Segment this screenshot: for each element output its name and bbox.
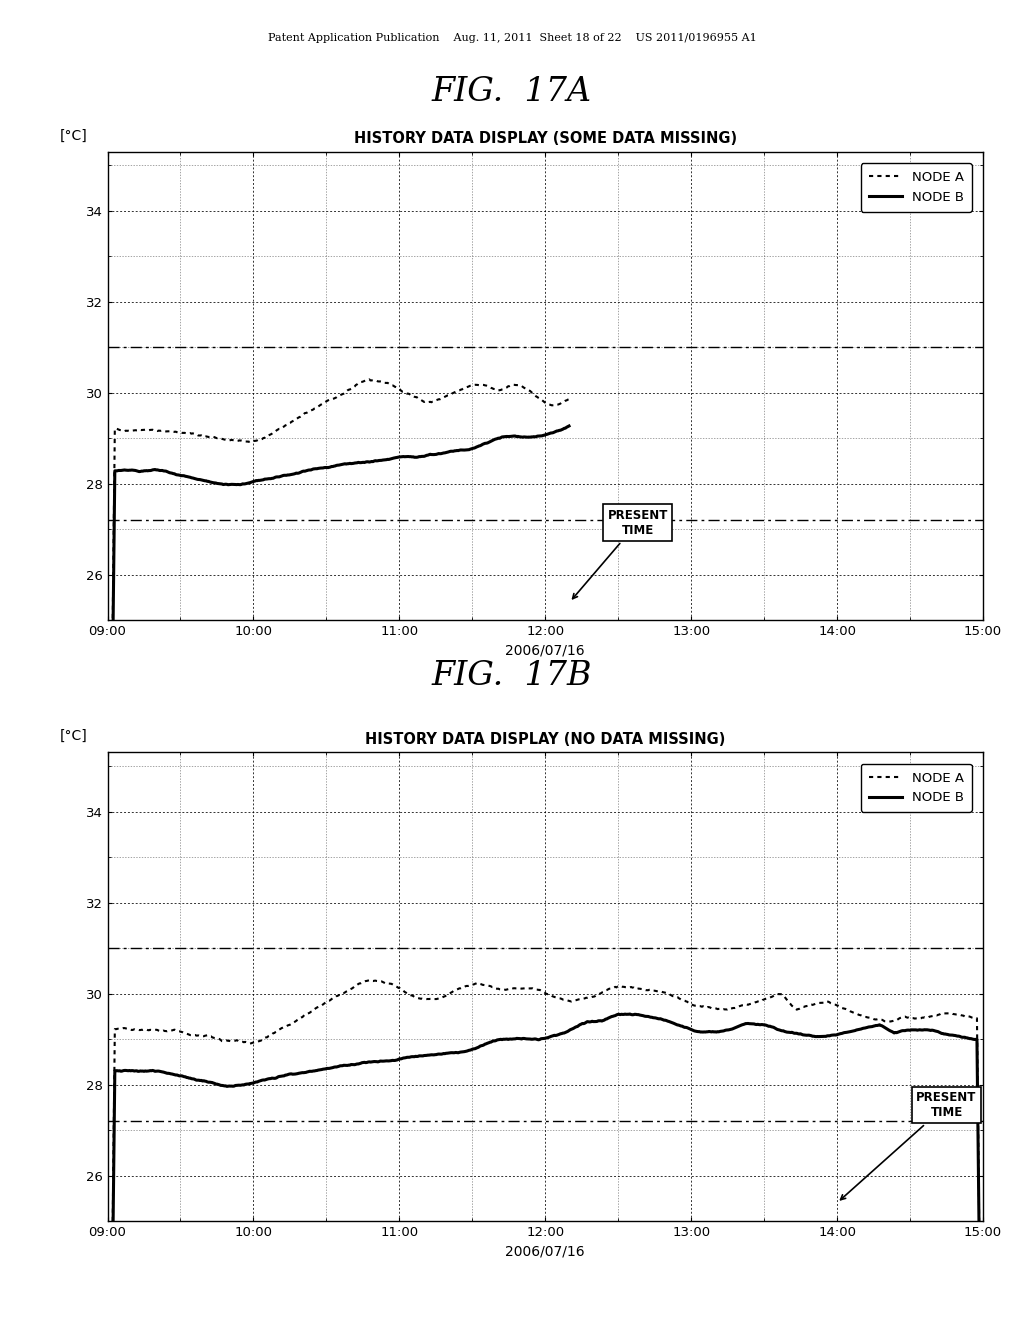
Title: HISTORY DATA DISPLAY (NO DATA MISSING): HISTORY DATA DISPLAY (NO DATA MISSING) xyxy=(366,733,725,747)
Text: PRESENT
TIME: PRESENT TIME xyxy=(572,508,668,599)
Legend: NODE A, NODE B: NODE A, NODE B xyxy=(861,764,972,812)
Text: FIG.  17A: FIG. 17A xyxy=(432,77,592,108)
X-axis label: 2006/07/16: 2006/07/16 xyxy=(506,1245,585,1258)
Text: FIG.  17B: FIG. 17B xyxy=(432,660,592,692)
Text: Patent Application Publication    Aug. 11, 2011  Sheet 18 of 22    US 2011/01969: Patent Application Publication Aug. 11, … xyxy=(267,33,757,44)
Title: HISTORY DATA DISPLAY (SOME DATA MISSING): HISTORY DATA DISPLAY (SOME DATA MISSING) xyxy=(353,132,737,147)
Text: PRESENT
TIME: PRESENT TIME xyxy=(841,1092,977,1200)
Legend: NODE A, NODE B: NODE A, NODE B xyxy=(861,164,972,211)
Text: [°C]: [°C] xyxy=(59,128,87,143)
Text: [°C]: [°C] xyxy=(59,729,87,743)
X-axis label: 2006/07/16: 2006/07/16 xyxy=(506,644,585,657)
